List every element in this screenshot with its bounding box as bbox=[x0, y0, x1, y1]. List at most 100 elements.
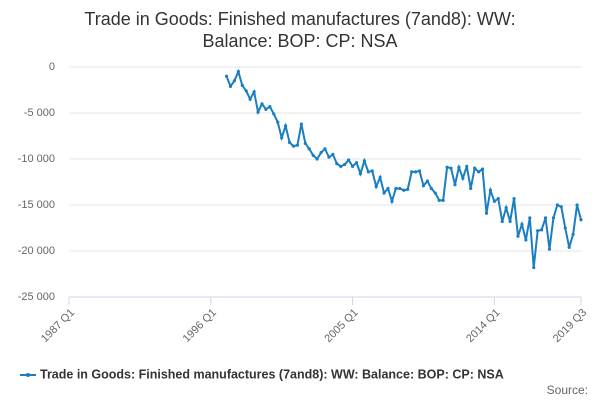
y-tick-label: -25 000 bbox=[18, 291, 55, 303]
point bbox=[311, 153, 315, 157]
series-line bbox=[225, 68, 582, 268]
point bbox=[496, 196, 500, 201]
point bbox=[307, 147, 311, 151]
x-tick-label: 1987 Q1 bbox=[39, 307, 77, 345]
point bbox=[362, 159, 366, 163]
point bbox=[413, 170, 418, 174]
point bbox=[579, 218, 583, 222]
point bbox=[244, 89, 248, 93]
point bbox=[425, 179, 429, 183]
point bbox=[335, 162, 339, 166]
point bbox=[256, 110, 260, 114]
point bbox=[358, 172, 363, 176]
point bbox=[303, 141, 307, 145]
point bbox=[228, 84, 233, 88]
point bbox=[284, 124, 288, 128]
point bbox=[374, 185, 378, 189]
point bbox=[386, 186, 390, 191]
point bbox=[543, 216, 548, 220]
point bbox=[378, 175, 382, 179]
point bbox=[268, 104, 272, 109]
point bbox=[410, 170, 414, 174]
point bbox=[260, 102, 264, 106]
y-tick-label: -10 000 bbox=[18, 153, 55, 165]
point bbox=[272, 112, 276, 116]
point bbox=[280, 136, 284, 140]
point bbox=[327, 155, 331, 159]
x-tick-label: 2005 Q1 bbox=[322, 307, 360, 345]
y-tick-label: -15 000 bbox=[18, 199, 55, 211]
point bbox=[465, 164, 469, 168]
point bbox=[248, 97, 252, 101]
point bbox=[437, 198, 441, 202]
point bbox=[287, 140, 292, 145]
point bbox=[540, 228, 544, 232]
point bbox=[366, 170, 370, 174]
point bbox=[331, 152, 335, 156]
point bbox=[433, 191, 437, 195]
point bbox=[276, 120, 280, 124]
point bbox=[571, 232, 575, 237]
y-tick-label: -20 000 bbox=[18, 245, 55, 257]
point bbox=[224, 74, 229, 78]
point bbox=[536, 229, 540, 233]
point bbox=[252, 90, 256, 94]
point bbox=[394, 186, 398, 191]
point bbox=[343, 162, 347, 167]
x-tick-label: 2019 Q3 bbox=[551, 307, 589, 345]
point bbox=[477, 170, 481, 174]
legend-marker bbox=[26, 373, 30, 377]
point bbox=[295, 143, 300, 147]
y-tick-label: 0 bbox=[49, 61, 55, 73]
point bbox=[563, 226, 567, 230]
point bbox=[339, 164, 343, 168]
point bbox=[449, 166, 453, 170]
point bbox=[402, 188, 406, 192]
point bbox=[421, 184, 426, 188]
point bbox=[469, 186, 473, 191]
point bbox=[575, 203, 579, 207]
point bbox=[500, 219, 504, 224]
point bbox=[291, 144, 296, 148]
point bbox=[315, 157, 319, 161]
point bbox=[559, 205, 563, 209]
x-tick-label: 2014 Q1 bbox=[464, 307, 502, 345]
point bbox=[319, 150, 323, 155]
point bbox=[492, 199, 496, 203]
chart-title: Trade in Goods: Finished manufactures (7… bbox=[84, 9, 516, 51]
point bbox=[441, 198, 445, 202]
point bbox=[429, 186, 433, 191]
point bbox=[555, 203, 559, 207]
point bbox=[299, 122, 303, 126]
point bbox=[524, 238, 528, 242]
y-tick-label: -5 000 bbox=[24, 107, 55, 119]
point bbox=[453, 183, 457, 187]
point bbox=[240, 83, 244, 87]
point bbox=[504, 206, 508, 210]
point bbox=[512, 196, 516, 201]
point bbox=[551, 216, 556, 220]
legend-label: Trade in Goods: Finished manufactures (7… bbox=[40, 367, 504, 381]
point bbox=[350, 164, 355, 168]
point bbox=[457, 165, 461, 169]
point bbox=[473, 166, 477, 170]
point bbox=[488, 188, 493, 192]
point bbox=[417, 169, 422, 173]
source: Source: bbox=[547, 383, 588, 397]
point bbox=[567, 245, 571, 249]
point bbox=[508, 219, 512, 224]
point bbox=[480, 167, 485, 171]
point bbox=[520, 222, 524, 226]
point bbox=[323, 147, 327, 151]
point bbox=[528, 216, 532, 220]
point bbox=[547, 247, 552, 251]
point bbox=[236, 70, 240, 74]
point bbox=[398, 186, 402, 191]
point bbox=[461, 176, 465, 180]
point bbox=[382, 191, 386, 195]
point bbox=[347, 158, 351, 162]
point bbox=[232, 79, 237, 83]
point bbox=[390, 199, 394, 203]
